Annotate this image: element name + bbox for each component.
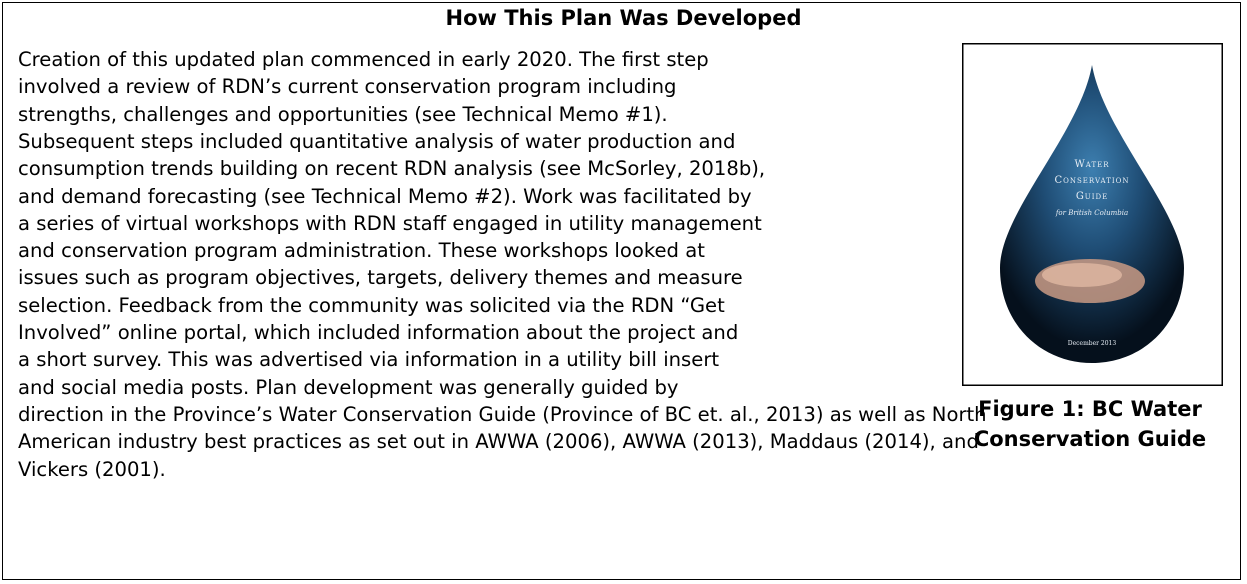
text-line: direction in the Province’s Water Conser… xyxy=(18,403,987,427)
text-line: Creation of this updated plan commenced … xyxy=(18,48,709,72)
text-line: and social media posts. Plan development… xyxy=(18,376,679,400)
page: How This Plan Was Developed Creation of … xyxy=(0,0,1247,584)
text-line: Involved” online portal, which included … xyxy=(18,321,738,345)
text-line: strengths, challenges and opportunities … xyxy=(18,103,668,127)
cover-text: Guide xyxy=(1076,191,1108,202)
cover-text: Water xyxy=(1075,159,1110,170)
cover-text: for British Columbia xyxy=(1055,209,1128,217)
text-line: consumption trends building on recent RD… xyxy=(18,157,765,181)
text-line: American industry best practices as set … xyxy=(18,430,979,454)
text-line: and conservation program administration.… xyxy=(18,239,705,263)
text-line: and demand forecasting (see Technical Me… xyxy=(18,185,752,209)
cover-text: December 2013 xyxy=(1068,340,1117,347)
figure-caption: Figure 1: BC Water xyxy=(935,397,1245,421)
text-line: issues such as program objectives, targe… xyxy=(18,266,743,290)
cover-text: Conservation xyxy=(1055,175,1130,186)
figure-caption: Conservation Guide xyxy=(935,427,1245,451)
heading: How This Plan Was Developed xyxy=(0,6,1247,30)
text-line: Vickers (2001). xyxy=(18,458,166,482)
text-line: a short survey. This was advertised via … xyxy=(18,348,719,372)
text-line: a series of virtual workshops with RDN s… xyxy=(18,212,762,236)
text-line: selection. Feedback from the community w… xyxy=(18,294,725,318)
text-line: involved a review of RDN’s current conse… xyxy=(18,75,676,99)
text-line: Subsequent steps included quantitative a… xyxy=(18,130,735,154)
figure-image: Water Conservation Guide for British Columb… xyxy=(962,43,1223,386)
